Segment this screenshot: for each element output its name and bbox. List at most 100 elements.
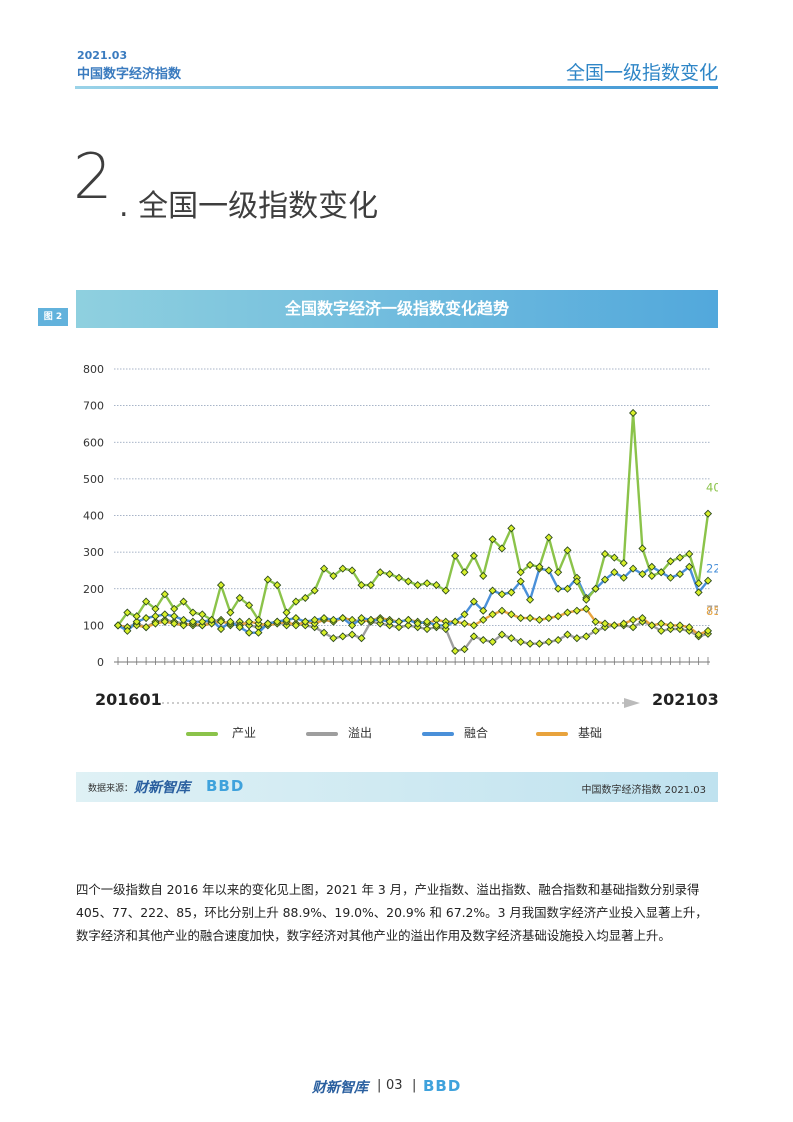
data-point <box>460 619 469 628</box>
data-point <box>460 610 469 619</box>
data-point <box>376 568 385 577</box>
data-point <box>647 621 656 630</box>
data-point <box>694 630 703 639</box>
data-point <box>226 617 235 626</box>
data-point <box>198 610 207 619</box>
data-point <box>610 568 619 577</box>
data-point <box>451 551 460 560</box>
footer-separator: | <box>412 1078 417 1093</box>
data-point <box>638 614 647 623</box>
data-point <box>123 608 132 617</box>
legend-swatch <box>422 732 454 736</box>
data-point <box>348 630 357 639</box>
data-point <box>572 606 581 615</box>
data-point <box>404 615 413 624</box>
data-point <box>207 615 216 624</box>
data-point <box>254 628 263 637</box>
data-point <box>479 606 488 615</box>
data-point <box>142 614 151 623</box>
data-point <box>142 623 151 632</box>
data-point <box>423 579 432 588</box>
data-point <box>554 568 563 577</box>
data-point <box>441 621 450 630</box>
data-point <box>554 612 563 621</box>
data-point <box>216 581 226 590</box>
data-point <box>516 637 525 646</box>
data-point <box>516 577 525 586</box>
series-end-label: 77 <box>706 603 718 617</box>
data-point <box>638 544 647 553</box>
data-point <box>600 575 610 584</box>
page-number: 03 <box>386 1078 403 1093</box>
data-point <box>338 564 347 573</box>
data-point <box>301 593 310 602</box>
data-point <box>507 634 516 643</box>
data-point <box>535 615 544 624</box>
bbd-logo: BBD <box>206 777 245 795</box>
data-point <box>638 570 647 579</box>
data-point <box>282 608 291 617</box>
data-point <box>703 509 713 518</box>
legend-swatch <box>306 732 338 736</box>
data-point <box>582 632 591 641</box>
data-point <box>179 597 188 606</box>
timeline-arrow <box>162 698 640 708</box>
data-point <box>479 571 488 580</box>
data-point <box>151 619 160 628</box>
legend-label: 溢出 <box>348 726 373 740</box>
data-point <box>582 604 591 613</box>
data-point <box>516 568 525 577</box>
caixin-logo: 财新智库 <box>134 780 190 796</box>
data-point <box>235 623 244 632</box>
data-point <box>629 408 638 417</box>
data-point <box>282 615 291 624</box>
data-point <box>488 637 497 646</box>
data-point <box>600 549 610 558</box>
source-label: 数据来源： <box>88 784 134 794</box>
header-report-name: 中国数字经济指数 <box>77 67 182 82</box>
data-point <box>329 615 338 624</box>
data-point <box>198 617 207 626</box>
data-point <box>254 615 263 624</box>
data-point <box>263 619 272 628</box>
y-tick-label: 0 <box>97 656 104 669</box>
data-point <box>394 573 403 582</box>
y-tick-label: 300 <box>83 546 104 559</box>
data-point <box>535 639 544 648</box>
header-divider <box>75 86 718 89</box>
data-point <box>432 581 441 590</box>
y-tick-label: 500 <box>83 473 104 486</box>
data-point <box>235 593 244 602</box>
data-point <box>348 566 357 575</box>
data-point <box>619 559 628 568</box>
y-tick-label: 200 <box>83 583 104 596</box>
y-tick-label: 800 <box>83 363 104 376</box>
data-point <box>394 623 403 632</box>
data-point <box>460 568 469 577</box>
data-point <box>488 535 497 544</box>
data-point <box>554 635 563 645</box>
data-point <box>245 628 254 637</box>
data-point <box>188 608 197 617</box>
data-point <box>170 604 179 613</box>
data-point <box>544 614 553 623</box>
data-point <box>413 581 422 590</box>
data-point <box>469 551 478 560</box>
body-paragraph: 四个一级指数自 2016 年以来的变化见上图，2021 年 3 月，产业指数、溢… <box>76 882 708 943</box>
data-point <box>404 621 413 630</box>
data-point <box>432 621 441 630</box>
data-point <box>385 617 394 626</box>
header-section-title: 全国一级指数变化 <box>565 62 718 84</box>
data-point <box>497 606 507 615</box>
data-point <box>629 615 638 624</box>
series-line-1 <box>117 411 710 627</box>
footer-bbd-logo: BBD <box>423 1077 462 1095</box>
data-point <box>460 645 469 654</box>
data-point <box>488 586 497 595</box>
legend-label: 融合 <box>464 726 489 740</box>
data-point <box>348 621 357 630</box>
data-point <box>151 612 160 621</box>
data-point <box>404 577 413 586</box>
data-point <box>526 595 535 604</box>
